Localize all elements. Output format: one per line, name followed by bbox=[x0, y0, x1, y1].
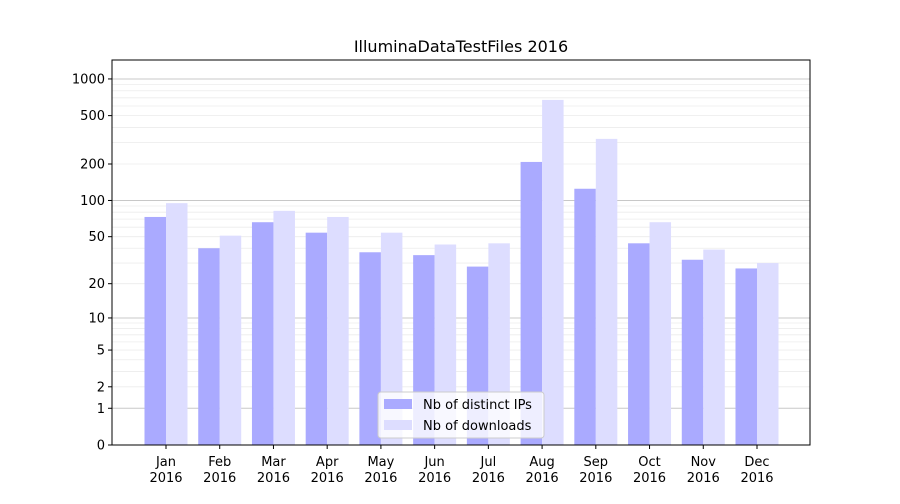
x-tick-label: Jun 2016 bbox=[418, 455, 451, 486]
y-tick-label: 0 bbox=[97, 439, 105, 454]
bar-ips bbox=[681, 259, 704, 445]
x-tick-label: Dec 2016 bbox=[740, 455, 773, 486]
legend: Nb of distinct IPs Nb of downloads bbox=[377, 391, 545, 439]
x-tick-label: Jan 2016 bbox=[149, 455, 182, 486]
x-axis: Jan 2016 Feb 2016 Mar 2016 Apr 2016 May 2016 Jun 20… bbox=[149, 445, 774, 486]
y-tick-label: 1000 bbox=[72, 72, 105, 87]
y-tick-label: 10 bbox=[88, 311, 105, 326]
y-tick-label: 50 bbox=[88, 230, 105, 245]
y-tick-label: 1 bbox=[97, 402, 105, 417]
legend-label-ips: Nb of distinct IPs bbox=[423, 398, 532, 413]
legend-swatch-downloads bbox=[384, 420, 412, 430]
bar-ips bbox=[628, 243, 650, 445]
bars bbox=[144, 99, 779, 446]
bar-ips bbox=[251, 222, 274, 445]
legend-label-downloads: Nb of downloads bbox=[423, 419, 532, 434]
x-tick-label: Oct 2016 bbox=[633, 455, 666, 486]
x-tick-label: May 2016 bbox=[364, 455, 397, 486]
x-tick-label: Mar 2016 bbox=[257, 455, 290, 486]
bar-downloads bbox=[166, 203, 188, 445]
bar-ips bbox=[198, 248, 220, 445]
y-tick-label: 5 bbox=[97, 344, 105, 359]
x-tick-label: Sep 2016 bbox=[579, 455, 612, 486]
y-tick-label: 2 bbox=[97, 380, 105, 395]
axes-frame bbox=[111, 59, 811, 446]
bar-ips bbox=[520, 161, 543, 446]
y-tick-label: 200 bbox=[80, 158, 105, 173]
bar-downloads bbox=[327, 216, 349, 445]
bar-downloads bbox=[649, 222, 672, 445]
bar-ips bbox=[359, 252, 381, 445]
y-tick-label: 100 bbox=[80, 194, 105, 209]
bar-downloads bbox=[542, 99, 564, 445]
chart-title: IlluminaDataTestFiles 2016 bbox=[354, 37, 568, 56]
bar-ips bbox=[735, 268, 757, 445]
x-tick-label: Jul 2016 bbox=[472, 455, 505, 486]
legend-box bbox=[377, 391, 545, 439]
bar-ips bbox=[574, 188, 596, 445]
bar-downloads bbox=[219, 235, 242, 445]
bar-downloads bbox=[703, 249, 725, 445]
bar-ips bbox=[305, 232, 328, 445]
x-tick-label: Aug 2016 bbox=[526, 455, 559, 486]
x-tick-label: Feb 2016 bbox=[203, 455, 236, 486]
bar-downloads bbox=[595, 138, 618, 445]
bar-downloads bbox=[757, 263, 779, 445]
x-tick-label: Nov 2016 bbox=[687, 455, 720, 486]
y-tick-label: 500 bbox=[80, 109, 105, 124]
legend-swatch-ips bbox=[384, 399, 412, 409]
bar-downloads bbox=[273, 210, 295, 445]
y-tick-label: 20 bbox=[88, 277, 105, 292]
y-axis: 0 1 2 5 10 20 50 100 200 500 1000 bbox=[72, 72, 112, 454]
bar-ips bbox=[144, 216, 166, 445]
x-tick-label: Apr 2016 bbox=[311, 455, 344, 486]
